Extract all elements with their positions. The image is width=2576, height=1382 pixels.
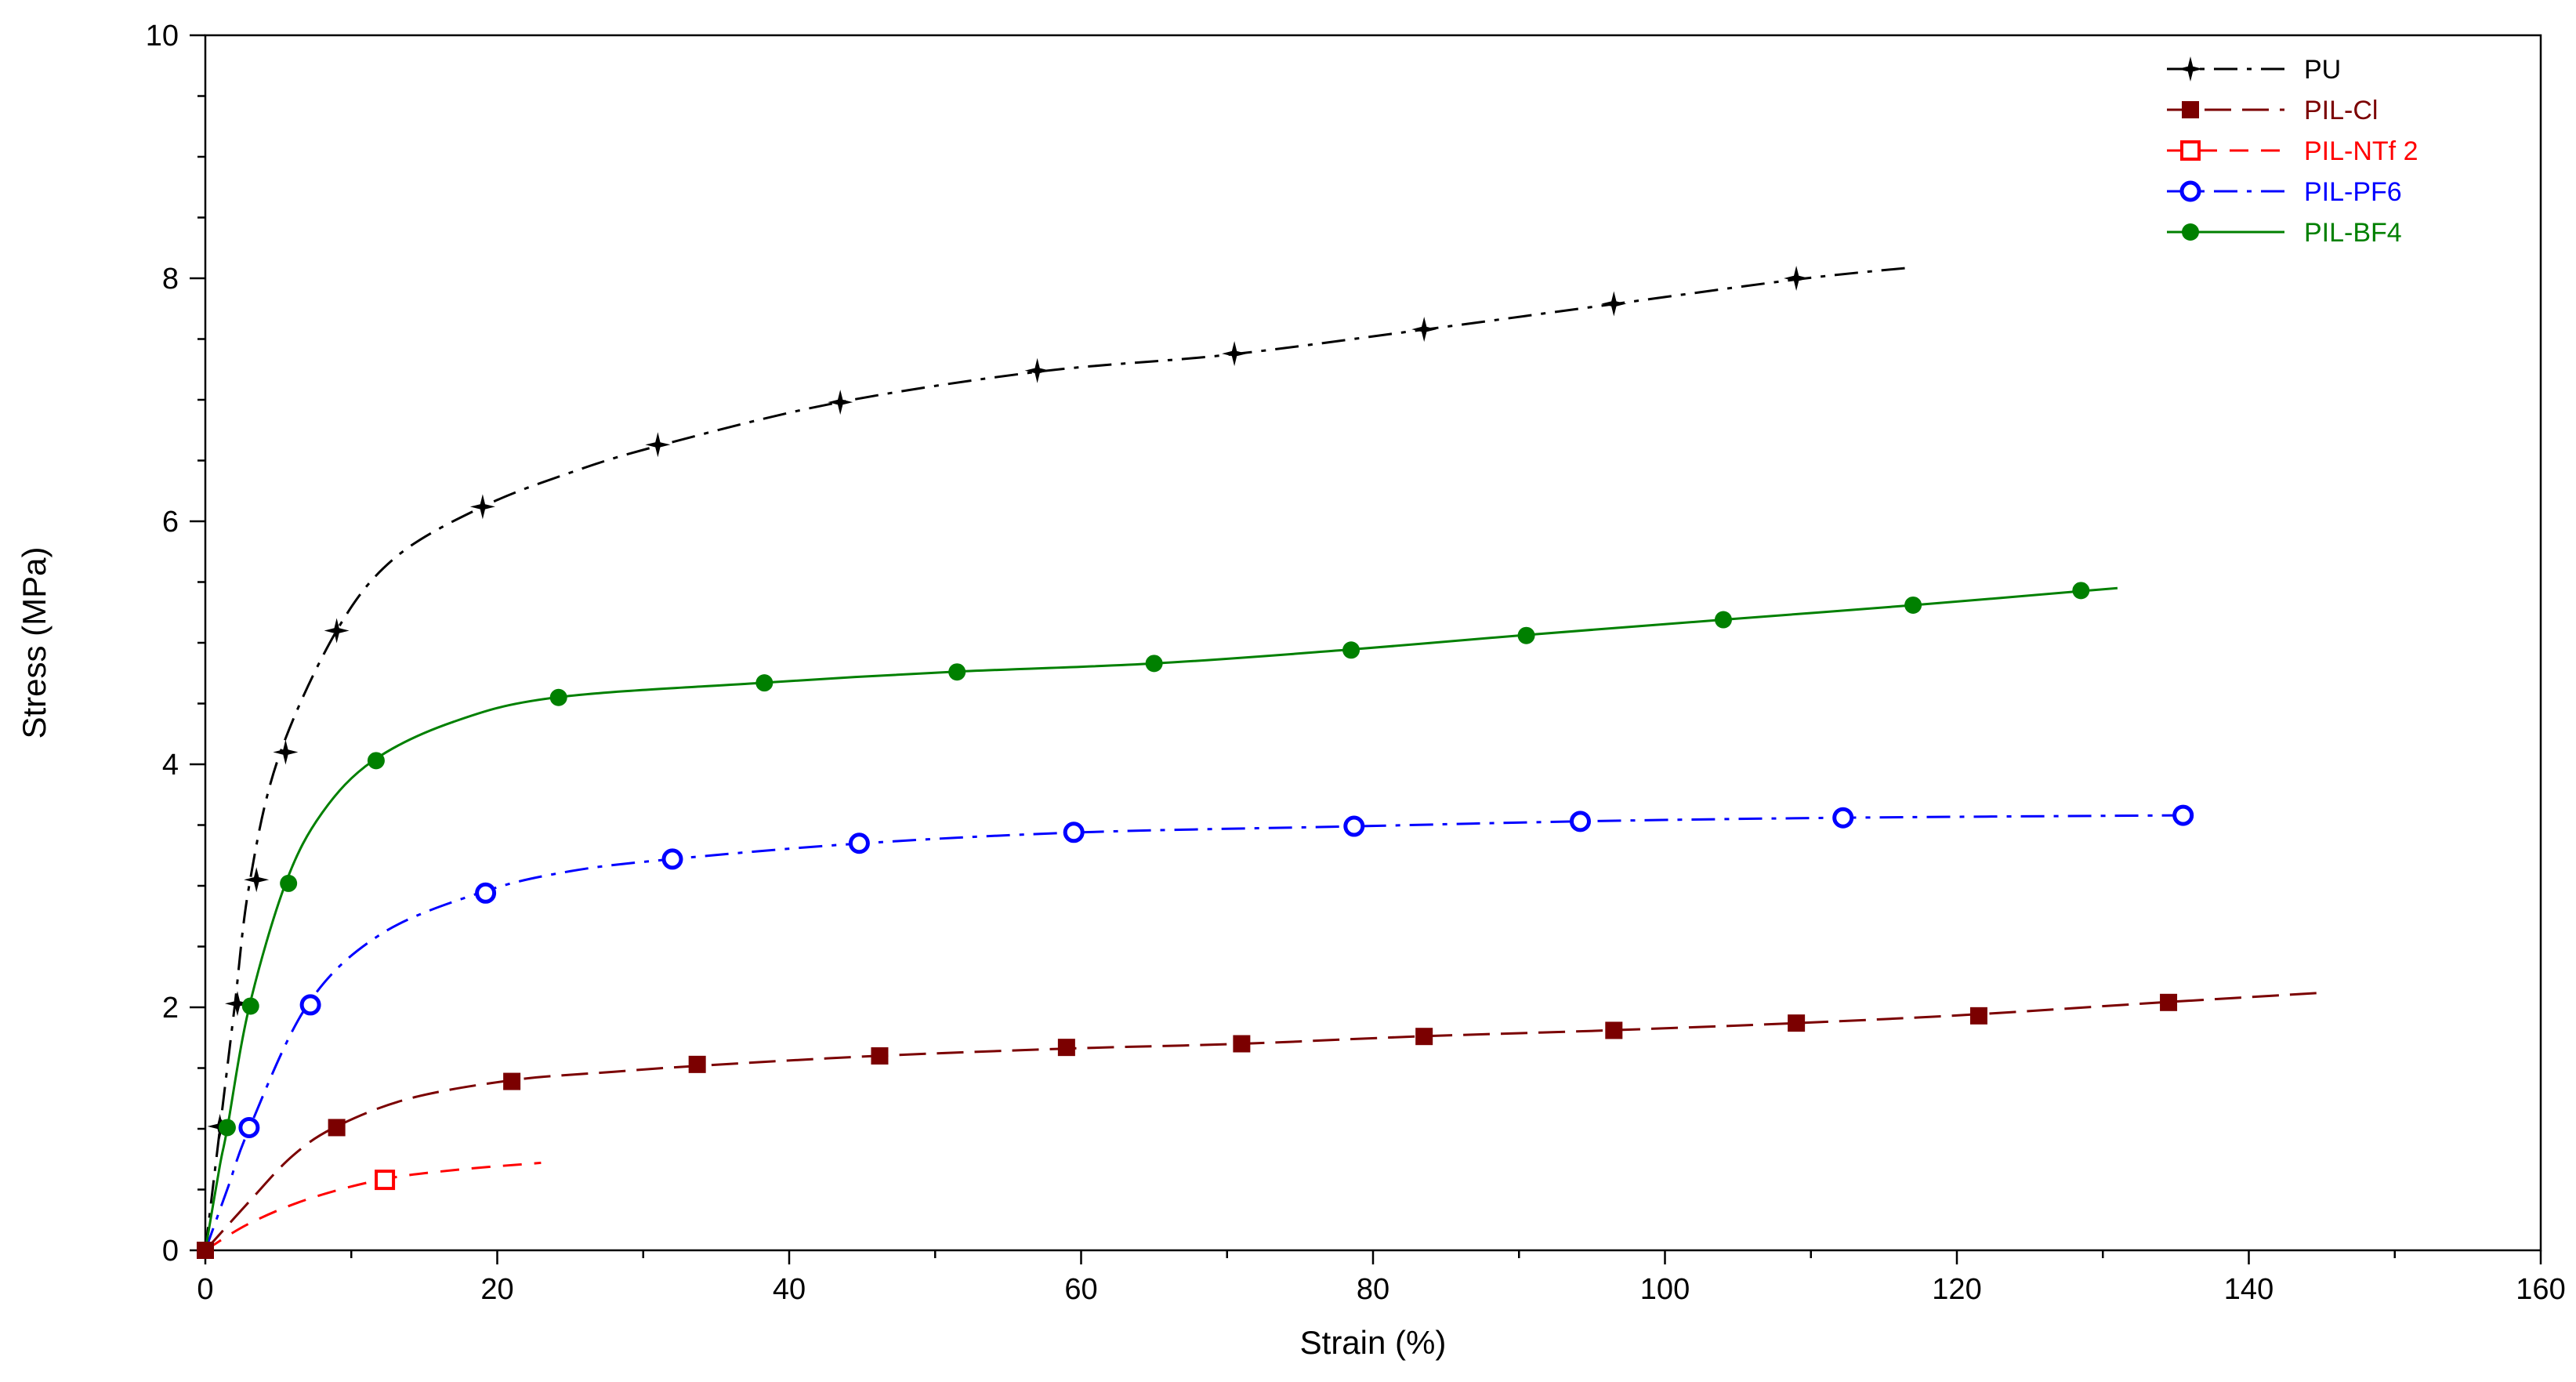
plot-frame bbox=[204, 34, 2542, 1252]
data-point-pil-bf4 bbox=[1145, 655, 1163, 673]
data-point-pil-pf6 bbox=[848, 832, 870, 854]
data-point-pil-pf6 bbox=[299, 994, 321, 1016]
series-line-pil-bf4 bbox=[204, 586, 2118, 1251]
x-tick-label: 140 bbox=[2224, 1273, 2273, 1306]
curves-layer bbox=[204, 266, 2322, 1252]
data-point-pil-bf4 bbox=[1517, 626, 1535, 644]
series-line-pu bbox=[204, 266, 1914, 1251]
data-point-pu bbox=[273, 739, 299, 765]
data-point-pil-bf4 bbox=[367, 752, 385, 770]
data-point-pil-cl bbox=[1969, 1007, 1987, 1025]
data-point-pil-pf6 bbox=[1063, 822, 1085, 843]
data-point-pu bbox=[244, 867, 270, 893]
data-point-pil-cl bbox=[1057, 1039, 1075, 1057]
data-point-pil-pf6 bbox=[238, 1116, 260, 1138]
data-point-pu bbox=[1411, 317, 1437, 343]
data-point-pil-bf4 bbox=[218, 1119, 236, 1137]
data-point-pil-cl bbox=[1788, 1014, 1806, 1032]
data-point-pil-bf4 bbox=[755, 674, 774, 692]
data-point-pu bbox=[469, 494, 495, 520]
data-point-pil-bf4 bbox=[280, 874, 298, 892]
data-point-pil-cl bbox=[871, 1047, 889, 1065]
data-point-pu bbox=[645, 432, 671, 458]
legend-marker-pu bbox=[2178, 56, 2203, 82]
y-tick-label: 10 bbox=[146, 20, 179, 53]
legend-marker-pil-cl bbox=[2182, 101, 2199, 118]
data-point-pil-bf4 bbox=[1715, 611, 1732, 629]
y-tick-label: 8 bbox=[162, 263, 179, 296]
data-point-pil-pf6 bbox=[1343, 815, 1365, 837]
data-point-pil-pf6 bbox=[1832, 807, 1854, 829]
series-line-pil-cl bbox=[204, 991, 2322, 1252]
x-tick-label: 160 bbox=[2516, 1273, 2565, 1306]
data-point-pu bbox=[1024, 357, 1050, 383]
markers-layer bbox=[197, 266, 2194, 1259]
y-tick-label: 4 bbox=[162, 749, 179, 782]
x-tick-label: 120 bbox=[1932, 1273, 1981, 1306]
axes-layer: 0 20 40 60 80 100 120 140 160 0 2 4 6 8 10 bbox=[146, 20, 2566, 1306]
legend-marker-pil-bf4 bbox=[2182, 223, 2199, 241]
data-point-pil-bf4 bbox=[241, 997, 259, 1015]
data-point-pil-bf4 bbox=[549, 688, 567, 706]
data-point-pu bbox=[1222, 341, 1248, 367]
legend-label-pil-pf6: PIL-PF6 bbox=[2304, 177, 2402, 207]
data-point-pu bbox=[1784, 266, 1810, 291]
data-point-pil-cl bbox=[503, 1072, 521, 1090]
data-point-pil-pf6 bbox=[2172, 804, 2194, 826]
data-point-pil-cl bbox=[1415, 1028, 1433, 1046]
y-tick-label: 6 bbox=[162, 506, 179, 539]
data-point-pil-bf4 bbox=[2072, 582, 2090, 600]
data-point-pil-cl bbox=[1605, 1021, 1623, 1039]
series-line-pil-pf6 bbox=[204, 814, 2183, 1251]
x-tick-label: 0 bbox=[197, 1273, 213, 1306]
legend-label-pil-bf4: PIL-BF4 bbox=[2304, 218, 2402, 248]
x-tick-label: 20 bbox=[480, 1273, 513, 1306]
data-point-pil-bf4 bbox=[1904, 596, 1922, 614]
legend-label-pil-ntf-2: PIL-NTf 2 bbox=[2304, 136, 2418, 166]
x-tick-label: 40 bbox=[773, 1273, 806, 1306]
x-tick-label: 60 bbox=[1064, 1273, 1097, 1306]
data-point-pil-cl bbox=[197, 1242, 214, 1259]
x-tick-label: 100 bbox=[1640, 1273, 1690, 1306]
data-point-pil-bf4 bbox=[948, 663, 966, 681]
y-tick-label: 0 bbox=[162, 1235, 179, 1268]
data-point-pil-cl bbox=[688, 1055, 706, 1073]
series-line-pil-ntf-2 bbox=[205, 1161, 542, 1252]
y-tick-label: 2 bbox=[162, 992, 179, 1025]
data-point-pil-ntf-2 bbox=[375, 1170, 396, 1191]
data-point-pil-cl bbox=[2160, 993, 2178, 1011]
data-point-pil-pf6 bbox=[475, 882, 497, 904]
data-point-pu bbox=[1601, 291, 1627, 317]
y-axis-title: Stress (MPa) bbox=[16, 546, 53, 738]
data-point-pil-cl bbox=[328, 1119, 346, 1137]
data-point-pil-pf6 bbox=[661, 848, 683, 870]
legend-label-pu: PU bbox=[2304, 55, 2341, 85]
data-point-pu bbox=[225, 991, 250, 1017]
data-point-pil-pf6 bbox=[1569, 811, 1591, 832]
legend-marker-pil-pf6 bbox=[2179, 180, 2201, 202]
data-point-pil-cl bbox=[1233, 1035, 1251, 1053]
legend-marker-pil-ntf-2 bbox=[2180, 140, 2201, 161]
data-point-pil-bf4 bbox=[1342, 641, 1360, 659]
x-tick-label: 80 bbox=[1357, 1273, 1389, 1306]
legend: PU PIL-Cl PIL-NTf 2 PIL-PF6 PIL-BF4 bbox=[2167, 55, 2418, 248]
data-point-pu bbox=[828, 390, 853, 415]
legend-label-pil-cl: PIL-Cl bbox=[2304, 96, 2378, 125]
data-point-pu bbox=[324, 618, 350, 644]
x-axis-title: Strain (%) bbox=[1300, 1324, 1447, 1361]
